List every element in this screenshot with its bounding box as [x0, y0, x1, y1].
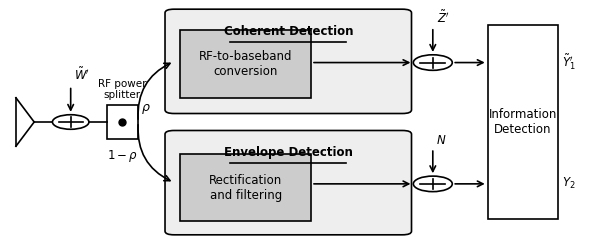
- Text: Coherent Detection: Coherent Detection: [223, 25, 353, 38]
- Text: $Y_2$: $Y_2$: [562, 176, 576, 191]
- Text: RF-to-baseband
conversion: RF-to-baseband conversion: [199, 50, 292, 78]
- Text: $1 - \rho$: $1 - \rho$: [107, 148, 138, 164]
- Text: Envelope Detection: Envelope Detection: [224, 146, 353, 159]
- Text: $N$: $N$: [436, 134, 447, 147]
- Text: Rectification
and filtering: Rectification and filtering: [209, 173, 282, 202]
- FancyBboxPatch shape: [180, 30, 311, 98]
- FancyBboxPatch shape: [487, 25, 558, 219]
- Text: $\tilde{Y}_1'$: $\tilde{Y}_1'$: [562, 53, 576, 72]
- Text: Information
Detection: Information Detection: [489, 108, 557, 136]
- Text: $\rho$: $\rho$: [142, 102, 151, 116]
- FancyBboxPatch shape: [165, 131, 412, 235]
- Text: $\tilde{W}'$: $\tilde{W}'$: [74, 67, 90, 83]
- Text: RF power
splitter: RF power splitter: [98, 79, 146, 100]
- FancyBboxPatch shape: [180, 153, 311, 222]
- FancyBboxPatch shape: [165, 9, 412, 113]
- FancyBboxPatch shape: [107, 105, 138, 139]
- Text: $\tilde{Z}'$: $\tilde{Z}'$: [437, 9, 450, 26]
